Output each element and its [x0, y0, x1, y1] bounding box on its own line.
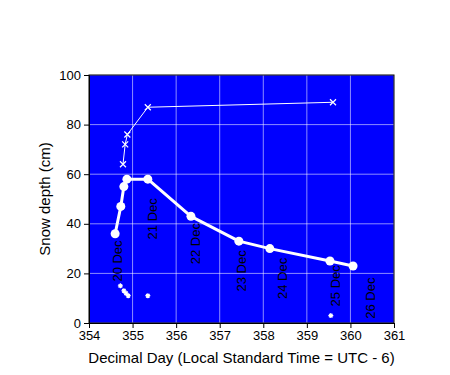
marker-x	[122, 141, 128, 147]
marker-circle	[143, 175, 152, 184]
x-tick-label: 358	[253, 328, 275, 343]
x-tick: 358	[253, 323, 275, 343]
y-tick-label: 40	[67, 216, 81, 231]
y-tick-mark	[84, 174, 89, 175]
marker-x	[330, 99, 336, 105]
marker-x	[124, 132, 130, 138]
y-tick: 40	[67, 216, 89, 231]
annotation: 21 Dec	[145, 198, 160, 240]
y-tick-mark	[84, 75, 89, 76]
marker-circle	[111, 229, 120, 238]
annotation: 26 Dec	[363, 277, 378, 319]
marks	[111, 99, 358, 318]
annotation: 20 Dec	[110, 240, 125, 282]
y-tick-mark	[84, 125, 89, 126]
annotation: 23 Dec	[234, 250, 249, 292]
y-axis: 0 20 40 60 80 100	[59, 68, 89, 331]
y-tick: 20	[67, 266, 89, 281]
x-grid-line	[219, 75, 220, 323]
x-tick: 355	[122, 323, 144, 343]
marker-x	[120, 161, 126, 167]
marker-circle	[234, 237, 243, 246]
y-tick-mark	[84, 273, 89, 274]
marker-asterisk	[126, 293, 131, 298]
y-tick: 80	[67, 117, 89, 132]
y-tick-label: 80	[67, 117, 81, 132]
y-tick-mark	[84, 224, 89, 225]
x-grid-line	[350, 75, 351, 323]
x-tick: 356	[166, 323, 188, 343]
marker-circle	[349, 261, 358, 270]
y-tick: 60	[67, 167, 89, 182]
x-tick: 361	[384, 323, 406, 343]
x-tick-label: 360	[340, 328, 362, 343]
grid	[89, 75, 394, 323]
x-tick: 359	[297, 323, 319, 343]
marker-asterisk	[145, 293, 150, 298]
marker-circle	[325, 257, 334, 266]
y-tick: 0	[74, 316, 89, 331]
marker-asterisk	[118, 283, 123, 288]
y-tick-label: 20	[67, 266, 81, 281]
x-tick: 357	[209, 323, 231, 343]
marker-circle	[116, 202, 125, 211]
y-grid-line	[89, 223, 394, 224]
y-axis-title: Snow depth (cm)	[36, 142, 53, 255]
y-tick-mark	[84, 323, 89, 324]
y-grid-line	[89, 174, 394, 175]
annotation: 25 Dec	[328, 265, 343, 307]
annotations: 20 Dec 21 Dec 22 Dec 23 Dec 24 Dec 25 Dec 26 D…	[110, 198, 378, 319]
x-grid-line	[132, 75, 133, 323]
x-tick-label: 354	[79, 328, 101, 343]
x-grid-line	[263, 75, 264, 323]
plot: 354 355 356 357 358 359 360 361 0 20 40 60 80 100 20 D…	[59, 68, 405, 344]
x-axis-title: Decimal Day (Local Standard Time = UTC -…	[88, 349, 394, 366]
y-tick-label: 100	[59, 68, 81, 83]
x-axis: 354 355 356 357 358 359 360 361	[79, 323, 406, 343]
x-tick-label: 355	[122, 328, 144, 343]
y-tick-label: 0	[74, 316, 81, 331]
marker-x	[145, 104, 151, 110]
y-tick-label: 60	[67, 167, 81, 182]
marker-asterisk	[328, 313, 333, 318]
chart: 354 355 356 357 358 359 360 361 0 20 40 60 80 100 20 D…	[0, 0, 450, 375]
marker-circle	[265, 244, 274, 253]
x-tick-label: 359	[297, 328, 319, 343]
marker-circle	[186, 212, 195, 221]
plot-frame	[89, 75, 394, 323]
plot-background	[89, 75, 394, 323]
x-grid-line	[176, 75, 177, 323]
x-tick-label: 356	[166, 328, 188, 343]
x-tick: 354	[79, 323, 101, 343]
series-line	[123, 102, 333, 164]
x-tick-label: 361	[384, 328, 406, 343]
y-tick: 100	[59, 68, 89, 83]
y-axis-line	[84, 76, 90, 324]
annotation: 24 Dec	[275, 257, 290, 299]
annotation: 22 Dec	[188, 223, 203, 265]
x-grid-line	[306, 75, 307, 323]
x-tick: 360	[340, 323, 362, 343]
x-tick-label: 357	[209, 328, 231, 343]
marker-circle	[122, 175, 131, 184]
